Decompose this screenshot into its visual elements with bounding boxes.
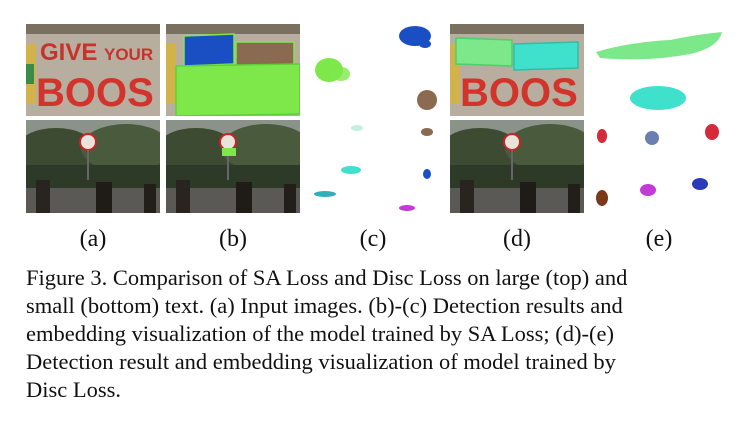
- caption-line-1: Figure 3. Comparison of SA Loss and Disc…: [26, 265, 628, 290]
- label-c: (c): [359, 226, 387, 252]
- caption-line-2: small (bottom) text. (a) Input images. (…: [26, 293, 623, 318]
- figure-caption: Figure 3. Comparison of SA Loss and Disc…: [26, 264, 734, 404]
- scene-word-boos: BOOS: [36, 71, 154, 115]
- input-image-large-text: GIVE YOUR BOOS: [26, 24, 160, 116]
- disc-detection-large-text: BOOS: [450, 24, 584, 116]
- scene-word-give: GIVE: [40, 39, 97, 66]
- sa-detection-small-text: [166, 120, 300, 213]
- disc-embedding-visualization: [590, 22, 728, 216]
- label-e: (e): [645, 226, 673, 252]
- input-image-small-text: [26, 120, 160, 213]
- caption-line-3: embedding visualization of the model tra…: [26, 321, 614, 346]
- caption-line-5: Disc Loss.: [26, 377, 121, 402]
- label-d: (d): [503, 226, 531, 252]
- caption-line-4: Detection result and embedding visualiza…: [26, 349, 616, 374]
- scene-word-your: YOUR: [104, 45, 153, 64]
- sa-embedding-visualization: [305, 22, 441, 216]
- label-a: (a): [79, 226, 107, 252]
- sa-detection-large-text: [166, 24, 300, 116]
- disc-detection-small-text: [450, 120, 584, 213]
- label-b: (b): [219, 226, 247, 252]
- svg-text:BOOS: BOOS: [460, 71, 578, 115]
